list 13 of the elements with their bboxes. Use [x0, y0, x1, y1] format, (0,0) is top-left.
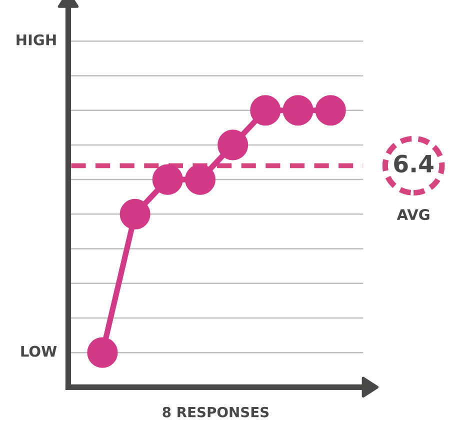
text: HIGH [16, 34, 56, 46]
point [250, 95, 281, 126]
point [282, 95, 314, 126]
point [152, 164, 183, 195]
text: LOW [21, 346, 57, 357]
text: 6.4 [394, 154, 434, 173]
point [87, 337, 118, 368]
point [184, 164, 216, 195]
point [315, 95, 346, 126]
point [218, 130, 248, 160]
text: AVG [396, 209, 430, 220]
x-axis-title: 8 RESPONSES [162, 406, 269, 418]
point [120, 198, 150, 230]
